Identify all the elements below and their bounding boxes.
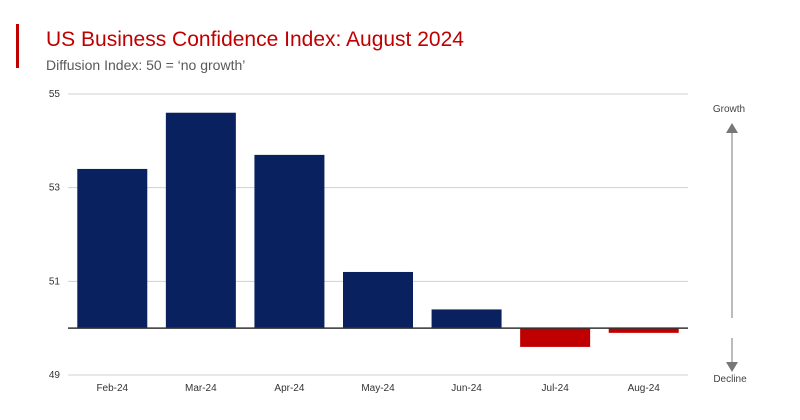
bar (608, 328, 679, 333)
bar (431, 309, 502, 329)
x-tick-label: Aug-24 (628, 383, 661, 394)
bar (254, 154, 325, 329)
x-axis-ticks: Feb-24 Mar-24 Apr-24 May-24 Jun-24 Jul-24 Aug-… (96, 383, 660, 394)
x-tick-label: Apr-24 (274, 383, 304, 394)
y-tick-label: 55 (49, 89, 61, 100)
x-tick-label: Jun-24 (451, 383, 482, 394)
bar (343, 271, 413, 329)
growth-arrow-up-icon (726, 123, 738, 133)
bar (165, 112, 236, 329)
chart-title: US Business Confidence Index: August 202… (46, 28, 464, 51)
growth-decline-indicator: Growth Decline (713, 104, 747, 385)
y-tick-label: 51 (49, 276, 61, 287)
bar (520, 328, 591, 347)
chart-subtitle: Diffusion Index: 50 = ‘no growth’ (46, 57, 246, 73)
title-accent-bar (16, 24, 19, 68)
x-tick-label: Feb-24 (96, 383, 128, 394)
y-axis-ticks: 49 51 53 55 (49, 89, 61, 381)
decline-label: Decline (713, 374, 747, 385)
x-tick-label: Mar-24 (185, 383, 217, 394)
y-tick-label: 49 (49, 370, 61, 381)
decline-arrow-down-icon (726, 362, 738, 372)
bars (77, 112, 679, 347)
x-tick-label: May-24 (361, 383, 395, 394)
y-tick-label: 53 (49, 183, 61, 194)
growth-label: Growth (713, 104, 745, 115)
gridlines (68, 93, 688, 376)
bar (77, 168, 148, 329)
x-tick-label: Jul-24 (542, 383, 570, 394)
